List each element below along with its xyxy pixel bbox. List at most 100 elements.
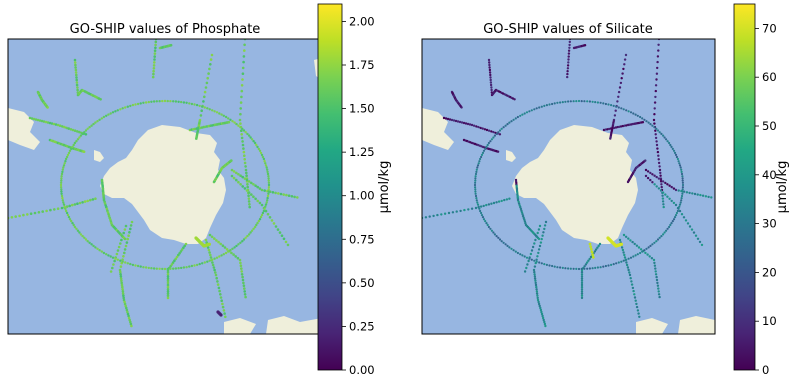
station-point bbox=[461, 121, 463, 123]
station-point bbox=[526, 263, 528, 265]
station-point bbox=[252, 195, 255, 198]
station-point bbox=[59, 124, 62, 127]
station-point bbox=[266, 197, 268, 199]
station-point bbox=[677, 158, 679, 160]
station-point bbox=[283, 238, 286, 241]
station-point bbox=[196, 104, 198, 106]
station-point bbox=[243, 290, 246, 293]
station-point bbox=[248, 203, 251, 206]
station-point bbox=[148, 101, 150, 103]
station-point bbox=[541, 238, 543, 240]
colorbar-gradient bbox=[734, 4, 755, 370]
station-point bbox=[654, 107, 656, 109]
station-point bbox=[244, 187, 247, 190]
station-point bbox=[669, 144, 671, 146]
station-point bbox=[660, 235, 662, 237]
colorbar-ticks: 0.000.250.500.751.001.251.501.752.00 bbox=[342, 14, 375, 377]
station-point bbox=[199, 263, 201, 265]
station-point bbox=[281, 234, 284, 237]
station-point bbox=[266, 199, 268, 201]
station-point bbox=[544, 325, 546, 327]
station-point bbox=[70, 148, 72, 150]
station-point bbox=[638, 246, 640, 248]
station-point bbox=[26, 213, 29, 216]
station-point bbox=[575, 100, 577, 102]
station-point bbox=[264, 162, 266, 164]
station-point bbox=[87, 128, 89, 130]
station-point bbox=[497, 131, 499, 133]
station-point bbox=[488, 203, 490, 205]
station-point bbox=[216, 280, 219, 283]
station-point bbox=[229, 119, 231, 121]
station-point bbox=[440, 213, 442, 215]
station-point bbox=[637, 309, 639, 311]
station-point bbox=[119, 108, 121, 110]
station-point bbox=[246, 186, 249, 189]
station-point bbox=[485, 204, 487, 206]
station-point bbox=[623, 260, 625, 262]
station-point bbox=[655, 137, 657, 139]
station-point bbox=[670, 222, 672, 224]
station-point bbox=[451, 119, 453, 121]
station-point bbox=[239, 107, 242, 110]
station-point bbox=[169, 268, 171, 270]
station-point bbox=[707, 196, 709, 198]
station-point bbox=[649, 245, 651, 247]
station-point bbox=[111, 267, 114, 270]
station-point bbox=[103, 116, 105, 118]
station-point bbox=[239, 262, 242, 265]
station-point bbox=[128, 231, 131, 234]
station-point bbox=[583, 100, 585, 102]
station-point bbox=[609, 137, 611, 139]
station-point bbox=[494, 233, 496, 235]
station-point bbox=[74, 203, 77, 206]
station-point bbox=[475, 125, 477, 127]
station-point bbox=[671, 200, 673, 202]
station-point bbox=[130, 325, 133, 328]
station-point bbox=[482, 216, 484, 218]
station-point bbox=[63, 162, 65, 164]
station-point bbox=[501, 240, 503, 242]
station-point bbox=[503, 242, 505, 244]
station-point bbox=[546, 264, 548, 266]
station-point bbox=[266, 201, 268, 203]
station-point bbox=[225, 116, 227, 118]
station-point bbox=[483, 205, 485, 207]
station-point bbox=[567, 61, 569, 63]
station-point bbox=[534, 280, 536, 282]
station-point bbox=[101, 117, 103, 119]
station-point bbox=[490, 79, 492, 81]
station-point bbox=[240, 101, 243, 104]
station-point bbox=[594, 267, 596, 269]
station-point bbox=[681, 175, 683, 177]
station-point bbox=[673, 150, 675, 152]
station-point bbox=[256, 200, 259, 203]
station-point bbox=[701, 244, 703, 246]
station-point bbox=[664, 193, 666, 195]
station-point bbox=[241, 128, 243, 130]
station-point bbox=[653, 262, 655, 264]
station-point bbox=[243, 44, 246, 47]
station-point bbox=[653, 119, 655, 121]
station-point bbox=[610, 264, 612, 266]
station-point bbox=[683, 216, 685, 218]
station-point bbox=[60, 186, 62, 188]
station-point bbox=[666, 183, 668, 185]
station-point bbox=[285, 241, 288, 244]
station-point bbox=[156, 268, 158, 270]
station-point bbox=[74, 226, 76, 228]
station-point bbox=[660, 183, 662, 185]
station-point bbox=[474, 184, 476, 186]
station-point bbox=[153, 55, 156, 58]
station-point bbox=[513, 249, 515, 251]
station-point bbox=[492, 231, 494, 233]
station-point bbox=[488, 64, 490, 66]
station-point bbox=[105, 115, 107, 117]
station-point bbox=[64, 208, 66, 210]
station-point bbox=[528, 258, 530, 260]
station-point bbox=[213, 110, 215, 112]
station-point bbox=[75, 74, 78, 77]
station-point bbox=[204, 91, 207, 94]
station-point bbox=[481, 154, 483, 156]
station-point bbox=[267, 177, 269, 179]
